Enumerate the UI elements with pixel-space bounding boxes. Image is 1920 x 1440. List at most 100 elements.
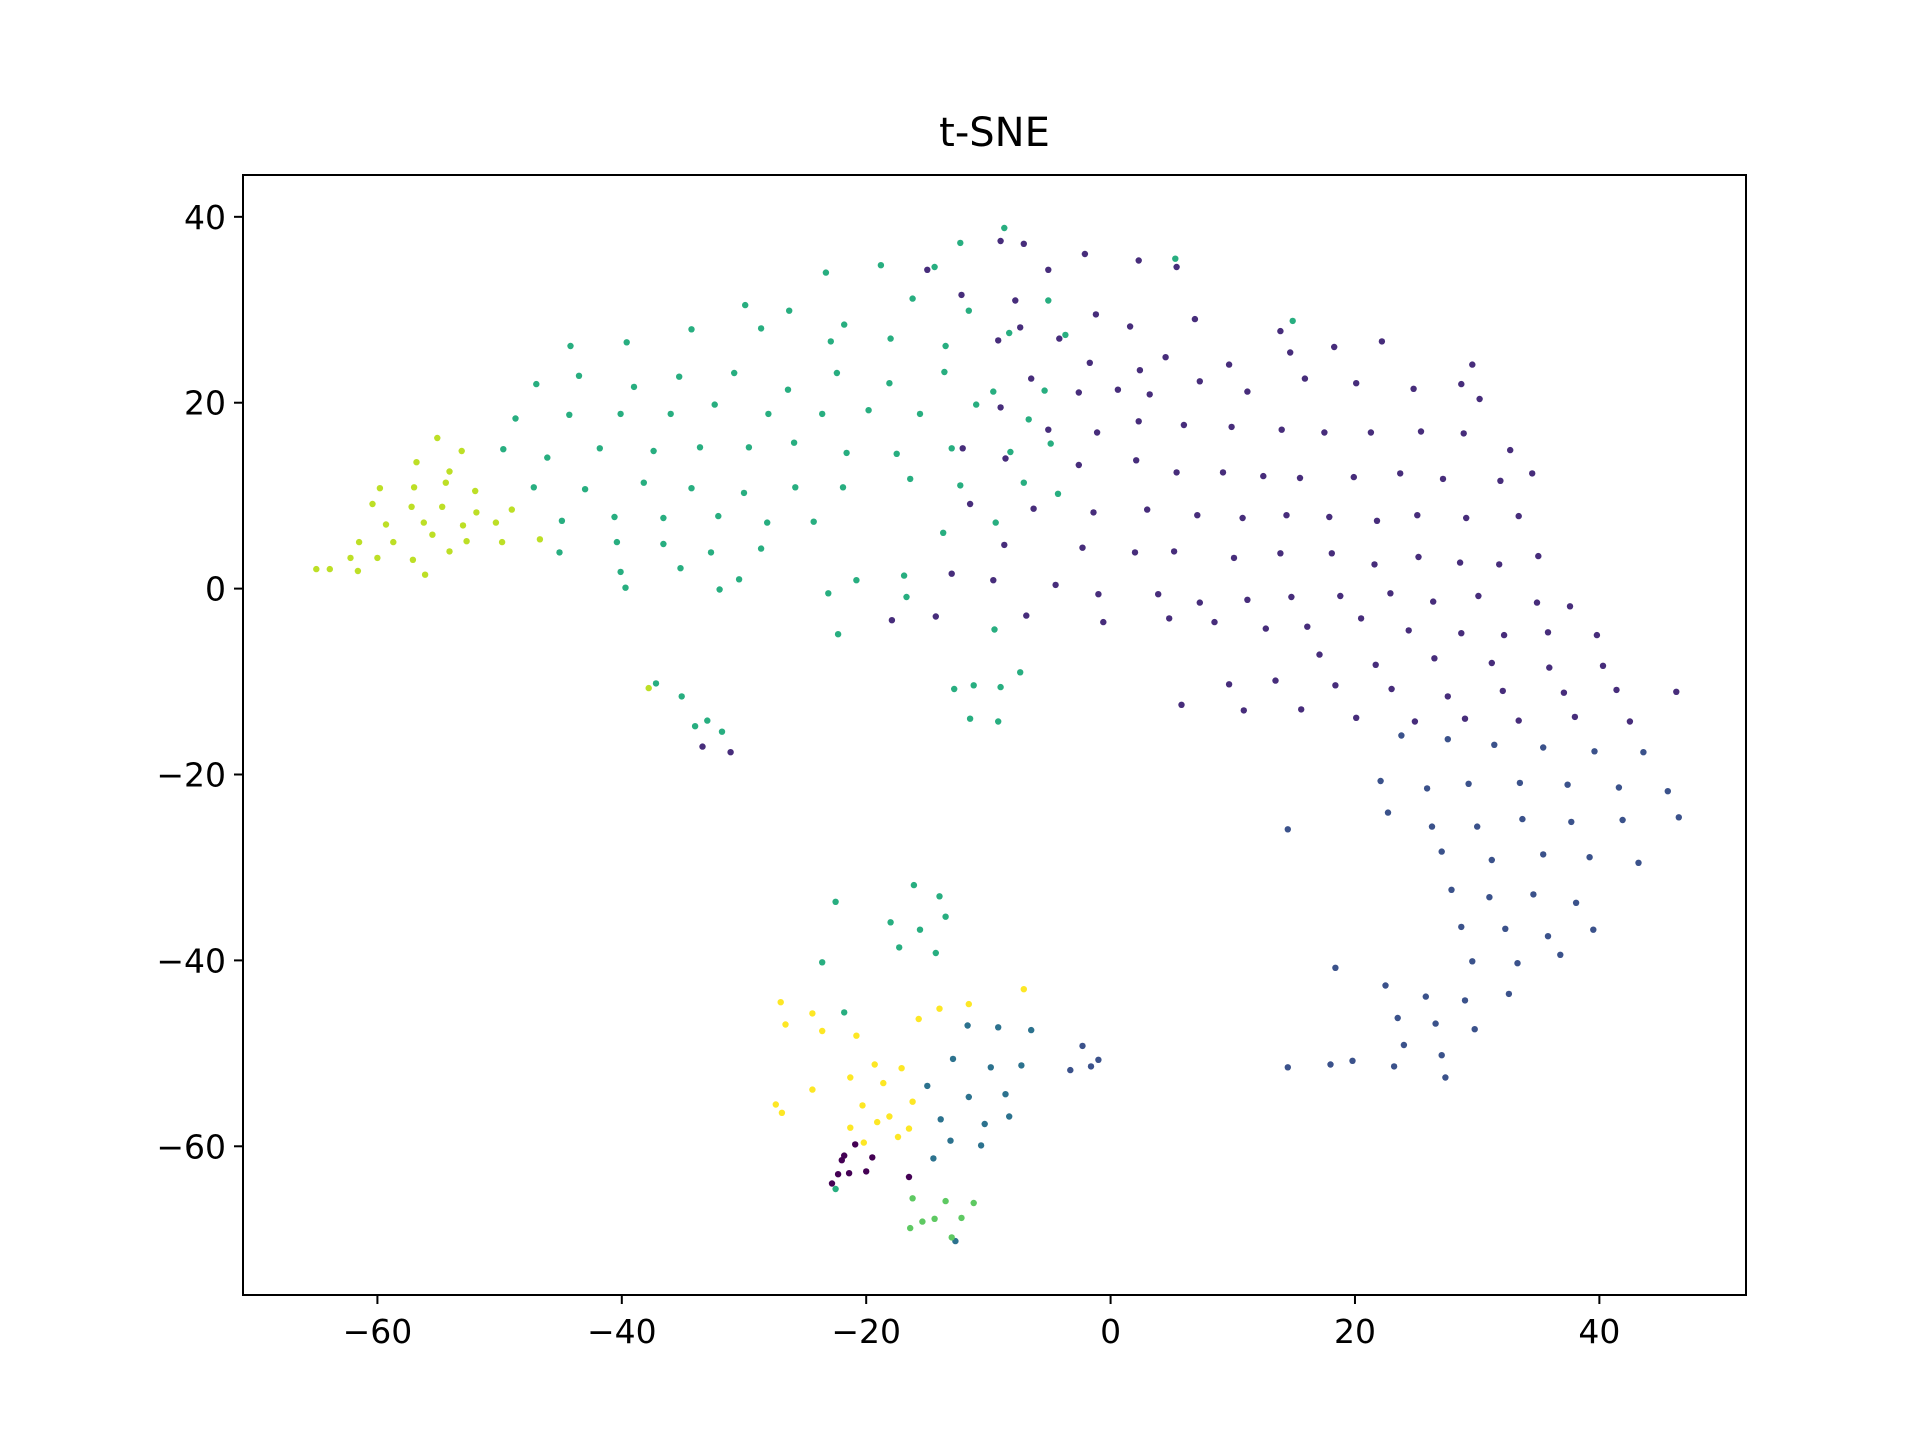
data-point bbox=[894, 1133, 902, 1141]
data-point bbox=[1640, 749, 1647, 756]
data-point bbox=[1087, 1063, 1095, 1070]
data-point bbox=[1012, 297, 1019, 304]
data-point bbox=[1007, 448, 1014, 456]
data-point bbox=[809, 1010, 816, 1017]
data-point bbox=[1438, 1052, 1445, 1059]
data-point bbox=[1544, 629, 1552, 636]
data-point bbox=[948, 445, 955, 452]
data-point bbox=[888, 617, 896, 624]
data-point bbox=[575, 372, 583, 379]
data-point bbox=[1571, 713, 1579, 721]
data-point bbox=[313, 565, 320, 573]
data-point bbox=[420, 519, 427, 526]
data-point bbox=[942, 342, 949, 350]
data-point bbox=[1017, 669, 1024, 676]
data-point bbox=[958, 1214, 965, 1222]
data-point bbox=[948, 1234, 955, 1241]
data-point bbox=[1410, 385, 1417, 392]
data-point bbox=[909, 1098, 916, 1105]
data-point bbox=[1560, 689, 1568, 696]
data-point bbox=[1172, 255, 1179, 262]
data-point bbox=[1398, 732, 1405, 739]
data-point bbox=[877, 262, 885, 269]
data-point bbox=[1321, 429, 1328, 436]
data-point bbox=[1367, 429, 1375, 436]
data-point bbox=[995, 718, 1002, 725]
data-point bbox=[819, 410, 826, 418]
data-point bbox=[463, 538, 470, 545]
x-tick-label: −60 bbox=[343, 1312, 413, 1351]
x-tick-label: 20 bbox=[1334, 1312, 1376, 1351]
data-point bbox=[1500, 631, 1508, 639]
data-point bbox=[707, 549, 715, 556]
data-point bbox=[731, 369, 738, 377]
data-point bbox=[936, 893, 943, 900]
data-point bbox=[1384, 809, 1392, 816]
data-point bbox=[1045, 266, 1052, 273]
data-point bbox=[903, 593, 910, 601]
data-point bbox=[508, 506, 515, 513]
data-point bbox=[843, 449, 850, 457]
data-point bbox=[1514, 960, 1521, 967]
data-point bbox=[832, 1185, 839, 1193]
data-point bbox=[1135, 418, 1142, 425]
data-point bbox=[1530, 891, 1537, 898]
y-tick-label: −60 bbox=[156, 1127, 226, 1166]
data-point bbox=[1146, 391, 1153, 398]
data-point bbox=[778, 1109, 786, 1117]
data-point bbox=[1086, 359, 1094, 366]
data-point bbox=[977, 1142, 985, 1149]
data-point bbox=[434, 434, 441, 442]
data-point bbox=[880, 1079, 887, 1087]
data-point bbox=[1428, 823, 1436, 830]
data-point bbox=[500, 446, 507, 453]
data-point bbox=[1414, 512, 1421, 519]
data-point bbox=[919, 1218, 926, 1225]
data-point bbox=[458, 447, 465, 455]
data-point bbox=[915, 1015, 922, 1023]
data-point bbox=[1463, 514, 1470, 522]
data-point bbox=[413, 459, 420, 466]
data-point bbox=[1041, 387, 1048, 394]
data-point bbox=[847, 1124, 854, 1131]
data-point bbox=[1373, 517, 1381, 524]
data-point bbox=[645, 684, 652, 692]
data-point bbox=[1353, 380, 1360, 387]
data-point bbox=[1075, 389, 1083, 396]
data-point bbox=[1017, 324, 1024, 331]
data-point bbox=[841, 1152, 848, 1159]
data-point bbox=[1505, 990, 1513, 998]
data-point bbox=[1502, 925, 1509, 932]
data-point bbox=[833, 369, 841, 377]
data-point bbox=[863, 1168, 870, 1175]
data-point bbox=[1028, 1026, 1035, 1034]
data-point bbox=[1619, 816, 1626, 824]
data-point bbox=[886, 1113, 893, 1120]
data-point bbox=[1196, 599, 1204, 606]
data-point bbox=[1006, 329, 1013, 337]
data-point bbox=[1535, 552, 1542, 560]
data-point bbox=[1020, 479, 1027, 486]
data-point bbox=[1332, 682, 1339, 689]
data-point bbox=[965, 1093, 972, 1101]
data-point bbox=[896, 944, 903, 951]
data-point bbox=[995, 337, 1002, 344]
data-point bbox=[1458, 630, 1465, 637]
data-point bbox=[853, 577, 860, 584]
data-point bbox=[533, 380, 540, 388]
data-point bbox=[1047, 440, 1054, 447]
data-point bbox=[1496, 561, 1503, 568]
data-point bbox=[1491, 741, 1498, 748]
data-point bbox=[947, 1137, 954, 1144]
data-point bbox=[1191, 315, 1199, 323]
data-point bbox=[1675, 814, 1683, 821]
data-point bbox=[556, 549, 563, 556]
data-point bbox=[442, 479, 449, 486]
data-point bbox=[841, 321, 848, 328]
data-point bbox=[965, 1000, 972, 1008]
data-point bbox=[410, 484, 418, 491]
data-point bbox=[623, 339, 630, 346]
data-point bbox=[1062, 331, 1069, 339]
data-point bbox=[1469, 958, 1476, 965]
data-point bbox=[1180, 421, 1188, 429]
